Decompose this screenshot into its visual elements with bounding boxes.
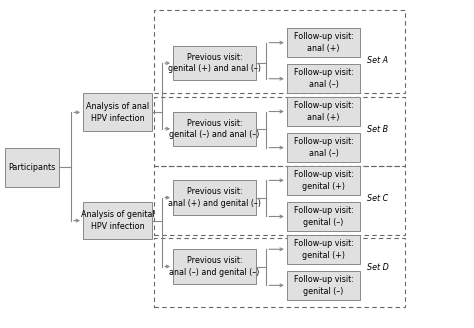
Text: Follow-up visit:
anal (–): Follow-up visit: anal (–): [293, 137, 354, 158]
Text: Analysis of anal
HPV infection: Analysis of anal HPV infection: [86, 102, 149, 123]
Text: Previous visit:
genital (+) and anal (–): Previous visit: genital (+) and anal (–): [168, 53, 261, 73]
FancyBboxPatch shape: [287, 202, 360, 231]
Text: Previous visit:
anal (–) and genital (–): Previous visit: anal (–) and genital (–): [169, 256, 260, 277]
FancyBboxPatch shape: [287, 271, 360, 300]
FancyBboxPatch shape: [173, 249, 256, 284]
Text: Follow-up visit:
genital (–): Follow-up visit: genital (–): [293, 275, 354, 296]
FancyBboxPatch shape: [287, 133, 360, 162]
Text: Previous visit:
genital (–) and anal (–): Previous visit: genital (–) and anal (–): [169, 118, 260, 139]
Text: Participants: Participants: [9, 163, 55, 172]
Text: Follow-up visit:
genital (+): Follow-up visit: genital (+): [293, 170, 354, 191]
FancyBboxPatch shape: [173, 112, 256, 146]
Text: Set A: Set A: [367, 56, 389, 65]
Text: Set D: Set D: [367, 263, 389, 272]
Text: Set B: Set B: [367, 125, 389, 134]
FancyBboxPatch shape: [83, 202, 152, 239]
Text: Set C: Set C: [367, 194, 389, 203]
FancyBboxPatch shape: [287, 28, 360, 57]
Text: Follow-up visit:
genital (–): Follow-up visit: genital (–): [293, 206, 354, 227]
Text: Analysis of genital
HPV infection: Analysis of genital HPV infection: [81, 210, 154, 231]
Text: Follow-up visit:
anal (–): Follow-up visit: anal (–): [293, 69, 354, 89]
FancyBboxPatch shape: [287, 166, 360, 195]
FancyBboxPatch shape: [173, 180, 256, 215]
Text: Follow-up visit:
anal (+): Follow-up visit: anal (+): [293, 32, 354, 53]
FancyBboxPatch shape: [287, 64, 360, 93]
Text: Previous visit:
anal (+) and genital (–): Previous visit: anal (+) and genital (–): [168, 187, 261, 208]
FancyBboxPatch shape: [83, 93, 152, 131]
Text: Follow-up visit:
genital (+): Follow-up visit: genital (+): [293, 239, 354, 259]
FancyBboxPatch shape: [287, 235, 360, 264]
Text: Follow-up visit:
anal (+): Follow-up visit: anal (+): [293, 101, 354, 122]
FancyBboxPatch shape: [5, 148, 59, 187]
FancyBboxPatch shape: [287, 97, 360, 126]
FancyBboxPatch shape: [173, 46, 256, 80]
